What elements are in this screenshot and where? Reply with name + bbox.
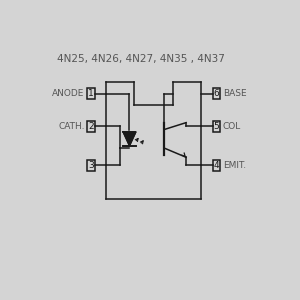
Text: 1: 1 xyxy=(88,89,94,98)
Text: CATH.: CATH. xyxy=(58,122,85,130)
Text: 4: 4 xyxy=(214,161,219,170)
Bar xyxy=(213,88,220,99)
Text: BASE: BASE xyxy=(223,89,246,98)
Bar xyxy=(213,160,220,171)
Bar xyxy=(88,121,95,132)
Polygon shape xyxy=(123,132,136,146)
Text: 2: 2 xyxy=(88,122,94,130)
Text: EMIT.: EMIT. xyxy=(223,161,246,170)
Text: 6: 6 xyxy=(214,89,219,98)
Text: 4N25, 4N26, 4N27, 4N35 , 4N37: 4N25, 4N26, 4N27, 4N35 , 4N37 xyxy=(57,54,225,64)
Text: COL: COL xyxy=(223,122,241,130)
Text: 5: 5 xyxy=(214,122,219,130)
Bar xyxy=(213,121,220,132)
Bar xyxy=(88,88,95,99)
Text: ANODE: ANODE xyxy=(52,89,85,98)
Text: 3: 3 xyxy=(88,161,94,170)
Bar xyxy=(88,160,95,171)
